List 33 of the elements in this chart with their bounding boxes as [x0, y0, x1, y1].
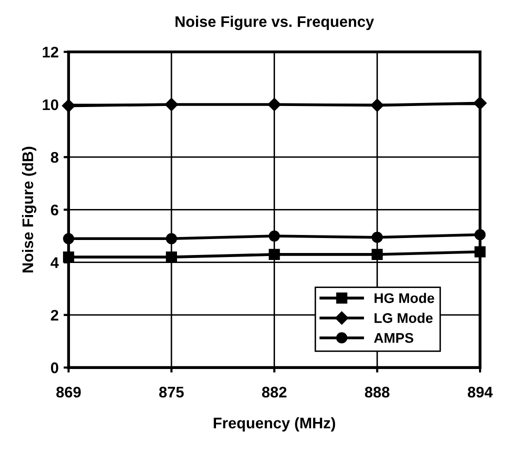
- point: [63, 252, 74, 263]
- y-tick-label: 4: [50, 257, 59, 268]
- point: [166, 252, 178, 263]
- y-tick-label: 8: [50, 152, 58, 163]
- x-tick-label: 875: [159, 386, 184, 398]
- point: [372, 248, 383, 260]
- legend-label: HG Mode: [374, 292, 434, 304]
- point: [63, 233, 74, 244]
- y-tick-label: 6: [50, 204, 58, 216]
- point: [268, 248, 280, 260]
- point: [372, 232, 383, 243]
- x-tick-label: 869: [56, 386, 81, 398]
- point: [166, 233, 178, 244]
- y-tick-label: 0: [50, 362, 58, 374]
- x-tick-label: 894: [468, 386, 493, 398]
- point: [164, 98, 178, 112]
- x-tick-label: 882: [262, 386, 286, 398]
- y-tick-label: 2: [50, 310, 58, 320]
- x-tick-label: 888: [364, 386, 390, 398]
- point: [62, 99, 76, 112]
- point: [268, 98, 281, 112]
- point: [268, 230, 280, 242]
- point: [474, 229, 486, 240]
- point: [370, 98, 384, 112]
- y-tick-label: 12: [42, 46, 58, 58]
- legend-label: AMPS: [374, 333, 414, 343]
- point: [474, 246, 486, 258]
- x-axis-title: Frequency (MHz): [214, 417, 336, 432]
- point: [473, 96, 487, 110]
- y-axis-title: Noise Figure (dB): [22, 146, 36, 272]
- chart-title: Noise Figure vs. Frequency: [176, 16, 374, 30]
- y-tick-label: 10: [42, 99, 58, 110]
- legend-label: LG Mode: [374, 312, 433, 323]
